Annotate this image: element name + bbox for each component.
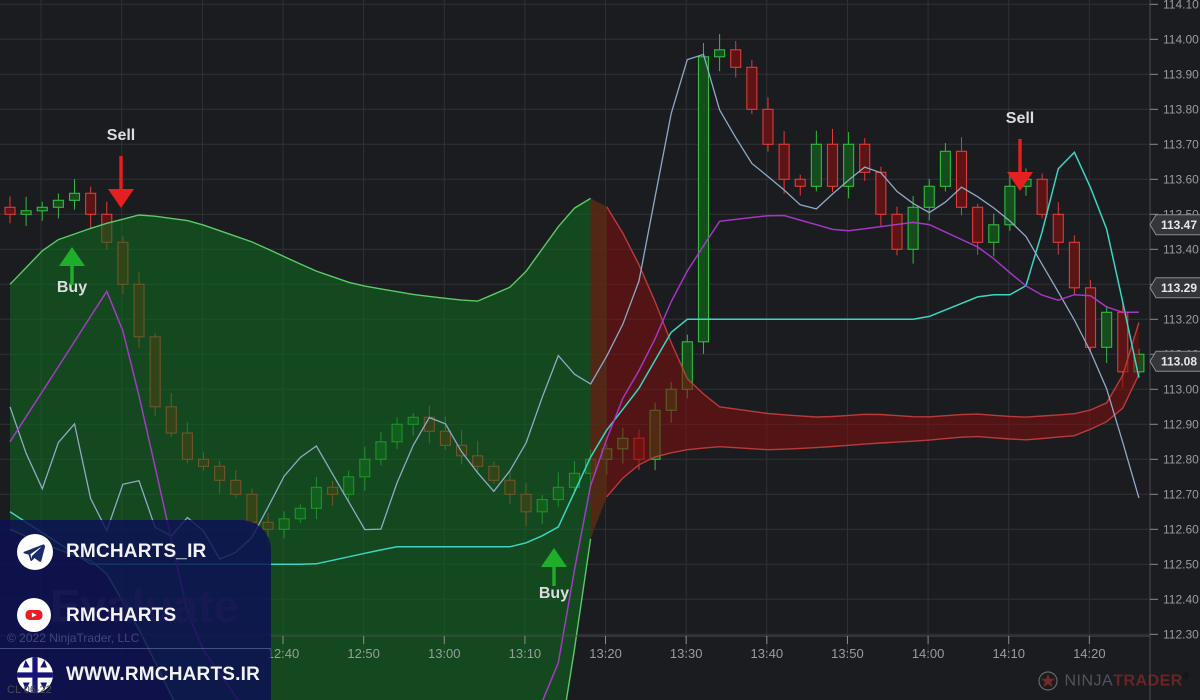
svg-text:14:00: 14:00 bbox=[912, 646, 945, 661]
svg-text:12:40: 12:40 bbox=[267, 646, 300, 661]
svg-text:112.60: 112.60 bbox=[1163, 522, 1199, 536]
svg-text:114.00: 114.00 bbox=[1163, 32, 1199, 46]
svg-text:113.00: 113.00 bbox=[1163, 382, 1199, 396]
svg-text:113.70: 113.70 bbox=[1163, 137, 1199, 151]
svg-text:113.08: 113.08 bbox=[1161, 354, 1197, 368]
svg-text:13:30: 13:30 bbox=[670, 646, 703, 661]
svg-text:13:40: 13:40 bbox=[751, 646, 784, 661]
svg-text:112.80: 112.80 bbox=[1163, 452, 1199, 466]
svg-text:13:10: 13:10 bbox=[509, 646, 542, 661]
svg-text:112.90: 112.90 bbox=[1163, 417, 1199, 431]
svg-text:13:50: 13:50 bbox=[831, 646, 864, 661]
svg-text:113.20: 113.20 bbox=[1163, 312, 1199, 326]
svg-text:112.30: 112.30 bbox=[1163, 627, 1199, 641]
svg-text:112.50: 112.50 bbox=[1163, 557, 1199, 571]
svg-text:14:10: 14:10 bbox=[992, 646, 1025, 661]
svg-text:113.60: 113.60 bbox=[1163, 172, 1199, 186]
svg-text:13:20: 13:20 bbox=[589, 646, 622, 661]
svg-text:113.40: 113.40 bbox=[1163, 242, 1199, 256]
svg-text:113.90: 113.90 bbox=[1163, 67, 1199, 81]
svg-text:113.80: 113.80 bbox=[1163, 102, 1199, 116]
svg-text:113.47: 113.47 bbox=[1161, 218, 1197, 232]
svg-text:113.29: 113.29 bbox=[1161, 281, 1197, 295]
svg-text:114.10: 114.10 bbox=[1163, 0, 1199, 11]
svg-text:12:50: 12:50 bbox=[347, 646, 380, 661]
svg-text:Sell: Sell bbox=[107, 127, 135, 144]
svg-text:112.70: 112.70 bbox=[1163, 487, 1199, 501]
svg-text:14:20: 14:20 bbox=[1073, 646, 1106, 661]
svg-text:Sell: Sell bbox=[1006, 110, 1034, 127]
svg-text:Buy: Buy bbox=[539, 585, 569, 602]
svg-text:112.40: 112.40 bbox=[1163, 592, 1199, 606]
svg-text:13:00: 13:00 bbox=[428, 646, 461, 661]
